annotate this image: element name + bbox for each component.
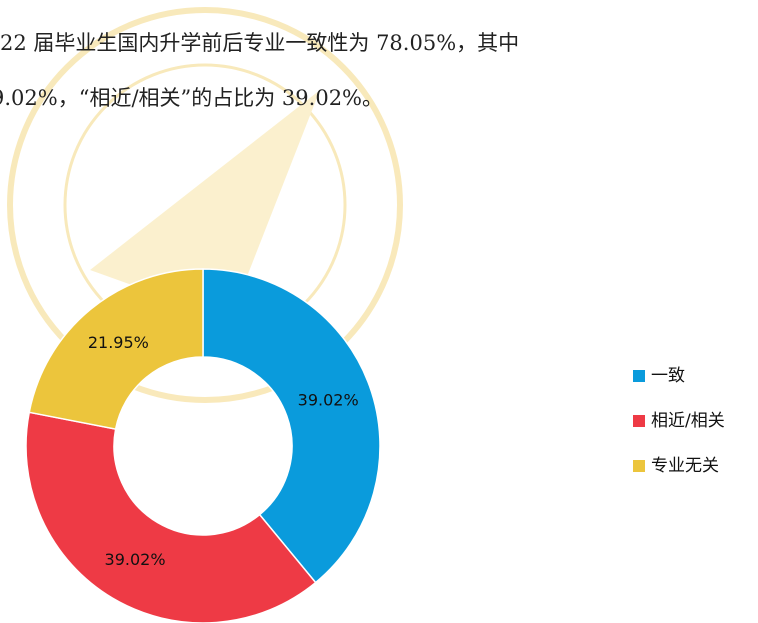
donut-slice — [202, 268, 381, 584]
donut-slice — [28, 268, 204, 430]
paragraph-line: 22 届毕业生国内升学前后专业一致性为 78.05%，其中 — [0, 31, 519, 55]
paragraph-line: 9.02%，“相近/相关”的占比为 39.02%。 — [0, 86, 383, 110]
legend-label: 专业无关 — [651, 456, 719, 476]
legend-swatch — [633, 415, 645, 427]
legend-swatch — [633, 370, 645, 382]
legend-label: 一致 — [651, 366, 685, 386]
watermark-plane — [90, 90, 320, 320]
data-label: 21.95% — [88, 333, 149, 352]
watermark-ring — [7, 7, 403, 403]
data-label: 39.02% — [298, 391, 359, 410]
data-label: 39.02% — [105, 550, 166, 569]
legend-label: 相近/相关 — [651, 411, 725, 431]
legend-swatch — [633, 460, 645, 472]
